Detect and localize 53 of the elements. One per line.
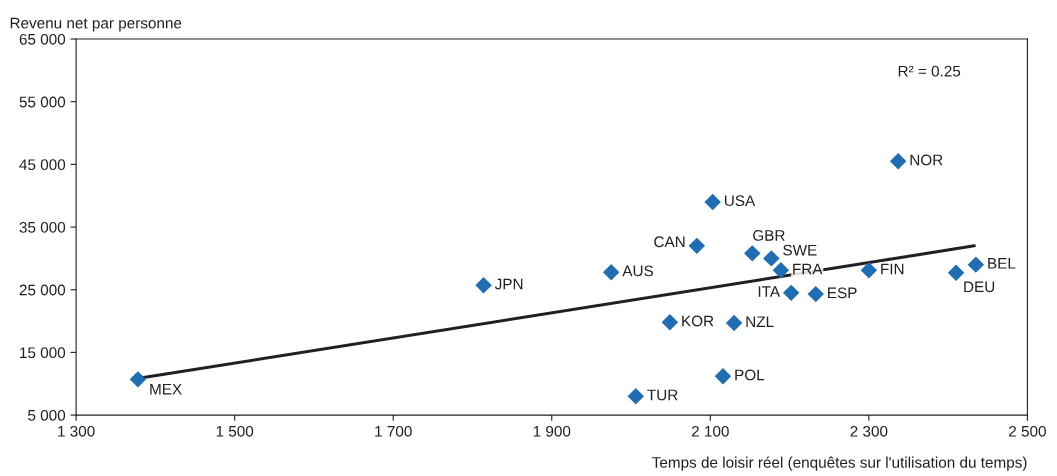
- point: [744, 245, 761, 262]
- point: [807, 285, 824, 303]
- data-label: BEL: [988, 258, 1016, 269]
- y-tick-label: 35 000: [19, 221, 66, 233]
- data-label: POL: [735, 369, 765, 381]
- point: [714, 368, 732, 385]
- data-label: FRA: [793, 263, 823, 275]
- data-label: USA: [724, 195, 756, 207]
- point: [967, 256, 985, 273]
- data-label: ESP: [828, 287, 857, 299]
- data-label: KOR: [682, 315, 714, 327]
- point: [704, 193, 721, 211]
- data-label: FIN: [881, 263, 904, 275]
- x-tick-label: 2 500: [1009, 425, 1046, 437]
- point: [889, 153, 907, 170]
- point: [860, 262, 878, 279]
- data-label: JPN: [494, 278, 523, 290]
- data-label: NZL: [746, 316, 774, 327]
- y-tick-label: 55 000: [19, 96, 66, 108]
- data-label: MEX: [150, 383, 182, 395]
- point: [475, 277, 492, 294]
- y-tick-label: 25 000: [19, 284, 66, 296]
- y-tick-label: 45 000: [19, 159, 66, 171]
- y-tick-label: 65 000: [19, 33, 66, 45]
- data-label: DEU: [964, 281, 995, 293]
- point: [772, 262, 790, 279]
- y-tick-label: 5 000: [28, 409, 66, 421]
- x-tick-label: 1 700: [375, 425, 412, 437]
- data-label: TUR: [647, 389, 678, 401]
- point: [627, 388, 644, 405]
- point: [782, 284, 800, 302]
- x-axis-title: Temps de loisir réel (enquêtes sur l'utilisation du temps): [652, 456, 1027, 471]
- data-label: NOR: [910, 154, 943, 166]
- point: [602, 263, 620, 281]
- point: [763, 250, 780, 267]
- data-label: SWE: [783, 244, 817, 256]
- annotation: R² = 0.25: [898, 65, 961, 77]
- data-label: CAN: [654, 236, 685, 248]
- x-tick-label: 1 300: [58, 425, 95, 437]
- y-axis-title: Revenu net par personne: [10, 17, 182, 32]
- x-tick-label: 2 300: [850, 425, 888, 437]
- x-tick-label: 1 500: [216, 425, 254, 437]
- point: [688, 237, 706, 255]
- y-tick-label: 15 000: [20, 347, 66, 359]
- point: [661, 314, 679, 331]
- data-label: ITA: [758, 286, 781, 297]
- point: [947, 264, 965, 282]
- point: [129, 371, 147, 388]
- point: [725, 314, 743, 332]
- x-tick-label: 2 100: [691, 425, 729, 437]
- data-label: AUS: [622, 265, 654, 277]
- x-tick-label: 1 900: [533, 425, 571, 437]
- data-label: GBR: [753, 229, 785, 241]
